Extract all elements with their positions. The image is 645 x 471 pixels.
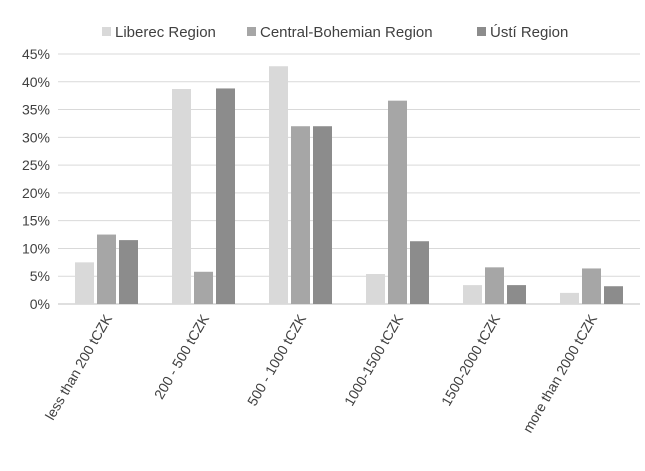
bar: [291, 126, 310, 304]
legend-label: Central-Bohemian Region: [260, 24, 433, 41]
bar: [582, 268, 601, 304]
x-category-label: 1000-1500 tCZK: [341, 311, 407, 409]
y-tick-label: 20%: [22, 185, 50, 201]
legend-swatch: [102, 27, 111, 36]
y-tick-label: 40%: [22, 74, 50, 90]
legend-label: Liberec Region: [115, 24, 216, 41]
bar: [75, 262, 94, 304]
bar: [119, 240, 138, 304]
bar: [194, 271, 213, 304]
x-category-label: less than 200 tCZK: [42, 311, 116, 423]
gridlines: [58, 53, 640, 305]
y-tick-label: 10%: [22, 240, 50, 256]
bar: [269, 66, 288, 304]
y-tick-label: 15%: [22, 213, 50, 229]
bar: [507, 285, 526, 304]
y-axis-ticks: 0% 5% 10% 15% 20% 25% 30% 35% 40% 45%: [22, 46, 50, 312]
bar: [410, 241, 429, 304]
bar: [313, 126, 332, 304]
bar: [172, 89, 191, 304]
x-category-label: 200 - 500 tCZK: [151, 311, 213, 402]
legend-swatch: [247, 27, 256, 36]
bar: [604, 286, 623, 304]
y-tick-label: 25%: [22, 157, 50, 173]
x-category-label: 1500-2000 tCZK: [438, 311, 504, 409]
bar: [97, 234, 116, 304]
x-axis-categories: less than 200 tCZK 200 - 500 tCZK 500 - 10…: [42, 311, 601, 435]
y-tick-label: 35%: [22, 102, 50, 118]
x-category-label: 500 - 1000 tCZK: [244, 311, 310, 409]
bar: [463, 285, 482, 304]
legend-label: Ústí Region: [490, 24, 568, 41]
bar: [216, 88, 235, 304]
y-tick-label: 0%: [30, 296, 50, 312]
bars: [75, 66, 623, 305]
x-category-label: more than 2000 tCZK: [519, 311, 600, 435]
y-tick-label: 30%: [22, 129, 50, 145]
legend-swatch: [477, 27, 486, 36]
bar: [485, 267, 504, 304]
bar: [388, 100, 407, 305]
bar: [560, 292, 579, 304]
y-tick-label: 45%: [22, 46, 50, 62]
legend: Liberec Region Central-Bohemian Region Úst…: [102, 24, 568, 41]
bar: [366, 274, 385, 304]
y-tick-label: 5%: [30, 268, 50, 284]
